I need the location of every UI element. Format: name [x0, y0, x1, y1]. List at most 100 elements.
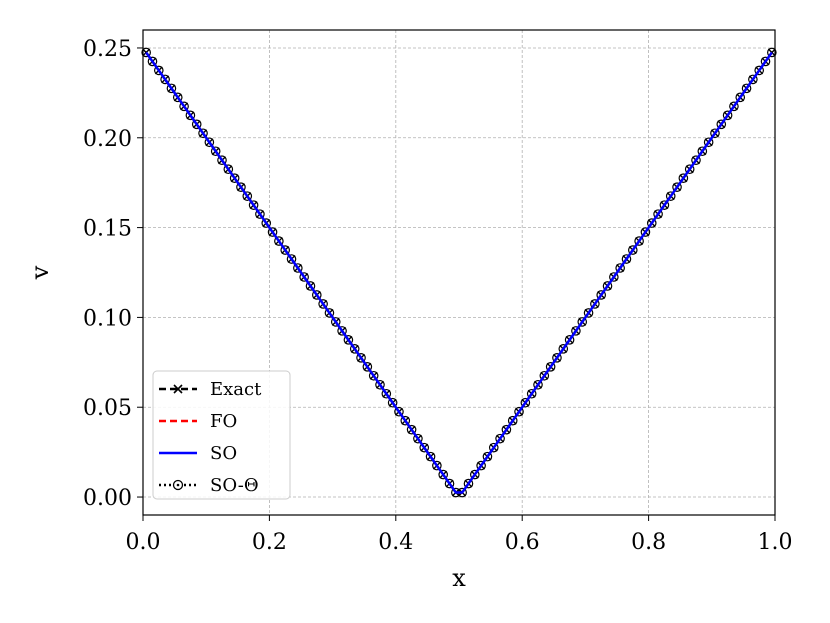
data-point [318, 299, 328, 309]
data-point [684, 164, 695, 175]
x-tick-label: 0.2 [252, 530, 287, 555]
data-point [659, 200, 670, 210]
legend-label: SO [210, 443, 237, 464]
data-point [191, 119, 202, 130]
data-point [280, 245, 290, 255]
data-point [463, 478, 474, 489]
data-point [274, 236, 284, 246]
data-point [672, 182, 682, 192]
data-point [154, 65, 164, 76]
legend-marker [173, 384, 183, 394]
data-point [444, 478, 455, 489]
data-point [615, 263, 625, 273]
data-point [539, 370, 550, 381]
legend-entry: Exact [159, 379, 262, 400]
data-point [179, 101, 189, 112]
data-point [432, 460, 442, 471]
data-point [261, 218, 272, 228]
data-point [223, 164, 234, 175]
data-point [210, 146, 221, 157]
data-point [362, 362, 373, 372]
data-point [583, 308, 594, 318]
data-point [160, 74, 170, 85]
data-point [665, 191, 676, 201]
legend-entry: SO-Θ [159, 475, 259, 496]
legend-label: SO-Θ [210, 475, 259, 496]
data-point [469, 469, 480, 480]
series-SO [145, 51, 773, 494]
data-point [754, 65, 764, 76]
data-point [545, 362, 556, 372]
data-point [337, 326, 347, 336]
data-point [741, 83, 752, 94]
data-point [621, 254, 632, 264]
y-tick-label: 0.25 [83, 37, 132, 62]
plot-frame [142, 29, 776, 516]
data-point [425, 451, 436, 462]
data-point [488, 442, 499, 453]
legend-box [152, 370, 291, 500]
data-point [229, 173, 240, 183]
data-point [293, 263, 303, 273]
x-tick-label: 0.8 [631, 530, 666, 555]
data-point [507, 415, 518, 426]
data-point [305, 281, 316, 291]
data-point [558, 344, 569, 354]
data-point [166, 83, 177, 94]
data-point [413, 433, 423, 444]
y-tick-label: 0.20 [83, 127, 132, 152]
data-point [356, 353, 366, 363]
legend-label: FO [210, 411, 237, 432]
data-point [722, 110, 733, 121]
data-point [394, 406, 404, 417]
legend-entry: SO [159, 443, 237, 464]
data-point [255, 209, 265, 219]
y-tick-label: 0.10 [83, 306, 132, 331]
data-point [172, 92, 183, 103]
data-point [185, 110, 196, 121]
data-point [482, 451, 493, 462]
data-point [602, 281, 613, 291]
x-tick-label: 0.6 [505, 530, 540, 555]
data-point [311, 290, 322, 300]
data-point [286, 254, 297, 264]
data-point [217, 155, 227, 166]
data-point [703, 137, 714, 148]
plot-area [141, 47, 777, 498]
legend-label: Exact [210, 379, 262, 400]
axis-ticks: 0.0 0.2 0.4 0.6 0.8 1.0 0.00 0.05 0.10 0.15 0.20 0.… [83, 37, 792, 555]
data-point [375, 379, 385, 390]
legend-marker-center [176, 483, 180, 487]
data-point [501, 424, 512, 435]
data-point [596, 290, 606, 300]
data-point [646, 218, 657, 228]
data-point [760, 56, 771, 67]
data-point [697, 146, 708, 157]
y-tick-label: 0.05 [83, 396, 132, 421]
x-tick-label: 0.0 [126, 530, 161, 555]
data-point [735, 92, 746, 103]
data-point [476, 460, 486, 471]
x-tick-label: 0.4 [378, 530, 413, 555]
data-point [267, 227, 278, 237]
data-point [406, 424, 417, 435]
data-point [141, 47, 151, 58]
data-point [248, 200, 259, 210]
data-point [368, 370, 379, 381]
data-point [495, 433, 505, 444]
x-axis-label: x [452, 564, 466, 592]
data-point [634, 236, 644, 246]
x-tick-label: 1.0 [758, 530, 793, 555]
data-point [640, 227, 651, 237]
data-point [552, 353, 562, 363]
data-point [299, 272, 309, 282]
data-point [729, 101, 739, 112]
data-point [147, 56, 158, 67]
data-point [577, 317, 588, 327]
data-point [400, 415, 411, 426]
series-line [145, 51, 773, 494]
data-point [324, 308, 335, 318]
data-point [419, 442, 430, 453]
y-tick-label: 0.00 [83, 486, 132, 511]
